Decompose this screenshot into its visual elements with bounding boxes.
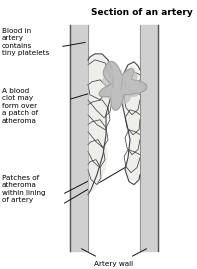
Polygon shape (140, 25, 158, 252)
Text: Section of an artery: Section of an artery (91, 8, 193, 17)
Polygon shape (116, 89, 130, 104)
Polygon shape (70, 25, 88, 252)
Text: A blood
clot may
form over
a patch of
atheroma: A blood clot may form over a patch of at… (2, 88, 38, 124)
Polygon shape (124, 70, 137, 83)
Polygon shape (103, 77, 111, 85)
Polygon shape (105, 88, 115, 98)
Polygon shape (99, 61, 147, 110)
Polygon shape (112, 68, 122, 78)
Text: Blood in
artery
contains
tiny platelets: Blood in artery contains tiny platelets (2, 28, 49, 56)
Polygon shape (125, 80, 141, 96)
Polygon shape (122, 65, 140, 182)
Polygon shape (88, 55, 113, 194)
Text: Patches of
atheroma
within lining
of artery: Patches of atheroma within lining of art… (2, 175, 46, 203)
Text: Artery wall: Artery wall (94, 261, 134, 267)
